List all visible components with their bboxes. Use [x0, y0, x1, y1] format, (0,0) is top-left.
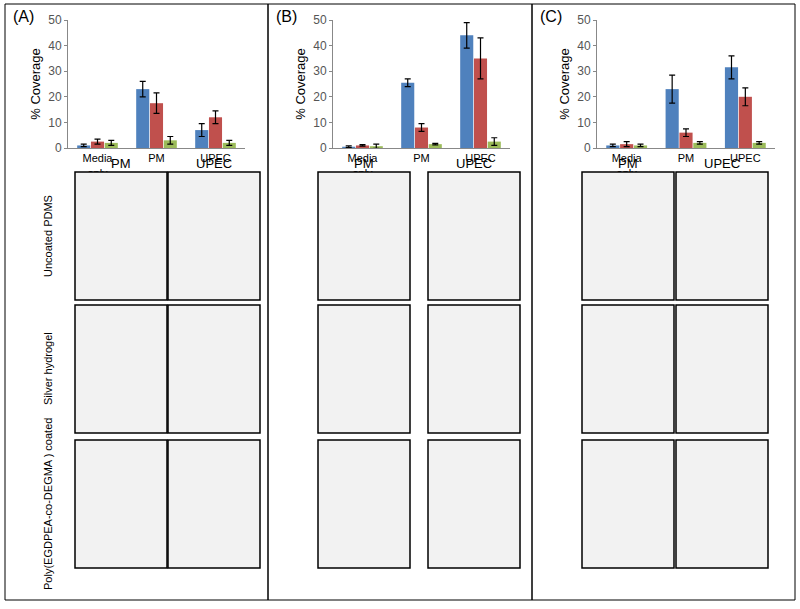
svg-text:UPEC: UPEC: [200, 152, 231, 164]
svg-text:PM: PM: [618, 156, 638, 171]
svg-text:PM: PM: [111, 156, 131, 171]
svg-text:Poly(EGDPEA-co-DEGMA ) coated: Poly(EGDPEA-co-DEGMA ) coated: [42, 418, 54, 590]
svg-text:20: 20: [313, 90, 327, 104]
svg-text:UPEC: UPEC: [465, 152, 496, 164]
svg-text:PM: PM: [413, 152, 430, 164]
svg-text:(C): (C): [540, 8, 562, 25]
svg-text:50: 50: [313, 13, 327, 27]
svg-text:40: 40: [48, 39, 62, 53]
svg-text:0: 0: [320, 141, 327, 155]
svg-text:40: 40: [577, 39, 591, 53]
svg-text:% Coverage: % Coverage: [28, 48, 43, 120]
svg-text:UPEC: UPEC: [456, 156, 492, 171]
svg-text:30: 30: [48, 64, 62, 78]
svg-text:(B): (B): [276, 8, 297, 25]
svg-text:PM: PM: [148, 152, 165, 164]
svg-text:Mediaonly: Mediaonly: [348, 152, 379, 178]
svg-text:PM: PM: [354, 156, 374, 171]
svg-text:Mediaonly: Mediaonly: [83, 152, 114, 178]
svg-text:PM: PM: [678, 152, 695, 164]
svg-text:10: 10: [313, 116, 327, 130]
svg-text:UPEC: UPEC: [730, 152, 761, 164]
svg-text:50: 50: [48, 13, 62, 27]
svg-text:Silver hydrogel: Silver hydrogel: [42, 332, 54, 405]
svg-text:0: 0: [55, 141, 62, 155]
svg-text:0: 0: [584, 141, 591, 155]
svg-text:20: 20: [48, 90, 62, 104]
svg-text:% Coverage: % Coverage: [293, 48, 308, 120]
svg-text:40: 40: [313, 39, 327, 53]
svg-text:% Coverage: % Coverage: [557, 48, 572, 120]
svg-text:10: 10: [48, 116, 62, 130]
svg-text:Mediaonly: Mediaonly: [612, 152, 643, 178]
svg-text:(A): (A): [13, 8, 34, 25]
svg-text:UPEC: UPEC: [196, 156, 232, 171]
svg-text:30: 30: [577, 64, 591, 78]
svg-text:Uncoated PDMS: Uncoated PDMS: [42, 195, 54, 277]
svg-text:10: 10: [577, 116, 591, 130]
svg-text:20: 20: [577, 90, 591, 104]
svg-text:UPEC: UPEC: [704, 156, 740, 171]
svg-text:30: 30: [313, 64, 327, 78]
svg-text:50: 50: [577, 13, 591, 27]
